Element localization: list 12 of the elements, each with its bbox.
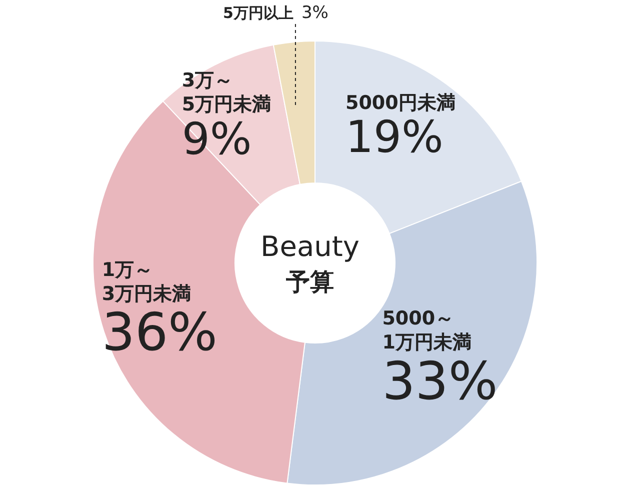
slice-label: 3万～5万円未満 <box>182 70 272 116</box>
data-label: 19% <box>345 112 444 164</box>
slice-label: 5万円以上 <box>223 4 294 22</box>
data-label: 9% <box>182 114 252 165</box>
text: Beauty <box>260 230 360 263</box>
data-label: 33% <box>382 352 498 412</box>
data-label: 36% <box>102 302 218 363</box>
slice-label: 5000～1万円未満 <box>382 308 472 354</box>
data-label: 3% <box>301 3 328 23</box>
slice-label: 1万～3万円未満 <box>102 258 192 305</box>
slice-label: 5000円未満 <box>345 92 456 114</box>
text: 予算 <box>285 268 334 296</box>
